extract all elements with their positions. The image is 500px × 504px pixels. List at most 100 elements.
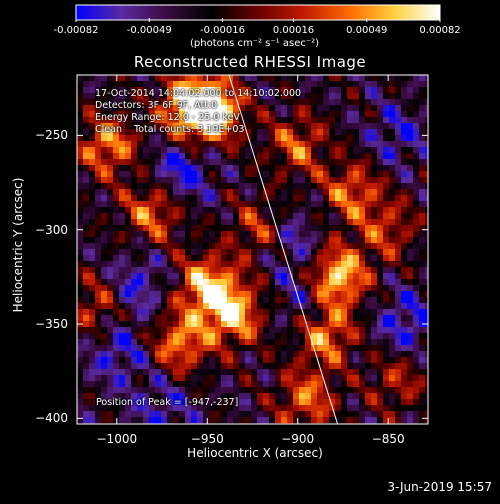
heatmap-cell <box>203 201 210 208</box>
heatmap-cell <box>335 165 342 172</box>
heatmap-cell <box>215 405 222 412</box>
heatmap-cell <box>125 231 132 238</box>
heatmap-cell <box>83 87 90 94</box>
heatmap-cell <box>395 171 402 178</box>
heatmap-cell <box>281 333 288 340</box>
heatmap-cell <box>311 135 318 142</box>
heatmap-cell <box>275 183 282 190</box>
heatmap-cell <box>197 75 204 82</box>
heatmap-cell <box>389 213 396 220</box>
heatmap-cell <box>155 363 162 370</box>
heatmap-cell <box>209 93 216 100</box>
heatmap-cell <box>395 357 402 364</box>
heatmap-cell <box>143 249 150 256</box>
heatmap-cell <box>323 177 330 184</box>
heatmap-cell <box>335 375 342 382</box>
heatmap-cell <box>173 345 180 352</box>
heatmap-cell <box>293 351 300 358</box>
heatmap-cell <box>245 129 252 136</box>
heatmap-cell <box>239 201 246 208</box>
heatmap-cell <box>203 375 210 382</box>
heatmap-cell <box>119 195 126 202</box>
heatmap-cell <box>203 267 210 274</box>
heatmap-cell <box>155 411 162 418</box>
heatmap-cell <box>323 135 330 142</box>
heatmap-cell <box>89 393 96 400</box>
heatmap-cell <box>347 249 354 256</box>
heatmap-cell <box>365 207 372 214</box>
heatmap-cell <box>269 357 276 364</box>
heatmap-cell <box>95 261 102 268</box>
heatmap-cell <box>209 123 216 130</box>
heatmap-cell <box>413 183 420 190</box>
heatmap-cell <box>179 75 186 82</box>
heatmap-cell <box>173 81 180 88</box>
heatmap-cell <box>311 237 318 244</box>
heatmap-cell <box>341 297 348 304</box>
heatmap-cell <box>311 357 318 364</box>
heatmap-cell <box>269 381 276 388</box>
heatmap-cell <box>353 99 360 106</box>
heatmap-cell <box>299 87 306 94</box>
heatmap-cell <box>239 129 246 136</box>
heatmap-cell <box>407 129 414 136</box>
heatmap-cell <box>113 243 120 250</box>
heatmap-cell <box>197 237 204 244</box>
heatmap-cell <box>83 387 90 394</box>
heatmap-cell <box>251 183 258 190</box>
colorbar-tick-label: 0.00016 <box>272 25 315 36</box>
heatmap-cell <box>401 87 408 94</box>
heatmap-cell <box>113 297 120 304</box>
heatmap-cell <box>77 357 84 364</box>
heatmap-cell <box>407 261 414 268</box>
heatmap-cell <box>233 273 240 280</box>
heatmap-cell <box>311 303 318 310</box>
heatmap-cell <box>365 279 372 286</box>
heatmap-cell <box>83 363 90 370</box>
heatmap-cell <box>149 261 156 268</box>
heatmap-cell <box>347 417 354 424</box>
heatmap-cell <box>83 165 90 172</box>
heatmap-cell <box>251 291 258 298</box>
heatmap-cell <box>293 309 300 316</box>
heatmap-cell <box>155 231 162 238</box>
heatmap-cell <box>329 297 336 304</box>
heatmap-cell <box>353 249 360 256</box>
heatmap-cell <box>263 105 270 112</box>
heatmap-cell <box>389 249 396 256</box>
heatmap-cell <box>419 315 426 322</box>
heatmap-cell <box>293 411 300 418</box>
heatmap-cell <box>293 261 300 268</box>
heatmap-cell <box>281 123 288 130</box>
heatmap-cell <box>143 225 150 232</box>
heatmap-cell <box>353 237 360 244</box>
heatmap-cell <box>131 417 138 424</box>
heatmap-cell <box>341 363 348 370</box>
heatmap-cell <box>149 267 156 274</box>
heatmap-cell <box>221 387 228 394</box>
heatmap-cell <box>347 213 354 220</box>
heatmap-cell <box>155 111 162 118</box>
heatmap-cell <box>119 273 126 280</box>
heatmap-cell <box>371 147 378 154</box>
heatmap-cell <box>107 87 114 94</box>
heatmap-cell <box>155 381 162 388</box>
heatmap-cell <box>227 87 234 94</box>
heatmap-cell <box>377 231 384 238</box>
heatmap-cell <box>245 405 252 412</box>
heatmap-cell <box>305 375 312 382</box>
heatmap-cell <box>329 393 336 400</box>
heatmap-cell <box>353 195 360 202</box>
heatmap-cell <box>281 393 288 400</box>
heatmap-cell <box>101 243 108 250</box>
heatmap-cell <box>245 285 252 292</box>
heatmap-cell <box>263 171 270 178</box>
heatmap-cell <box>275 315 282 322</box>
heatmap-cell <box>353 261 360 268</box>
heatmap-cell <box>425 363 428 370</box>
heatmap-cell <box>155 243 162 250</box>
heatmap-cell <box>77 267 84 274</box>
heatmap-cell <box>239 207 246 214</box>
heatmap-cell <box>161 219 168 226</box>
heatmap-cell <box>299 99 306 106</box>
